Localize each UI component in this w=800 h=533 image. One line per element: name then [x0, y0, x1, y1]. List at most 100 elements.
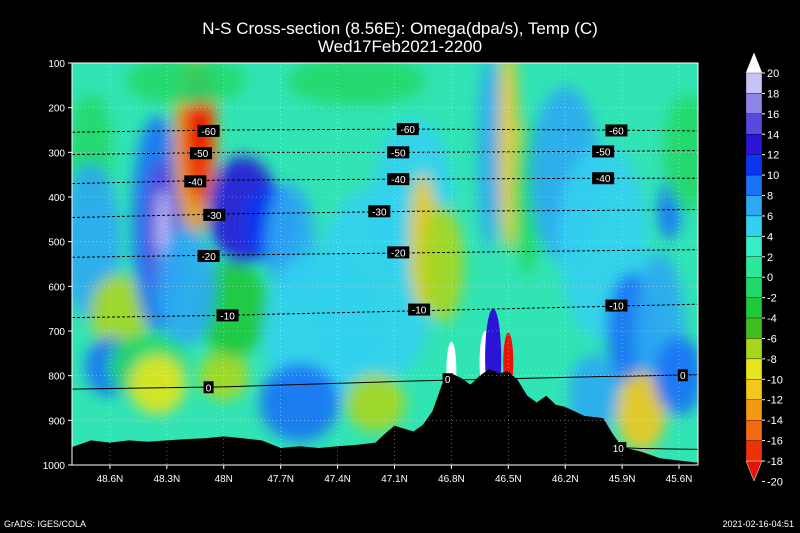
contour-label: -20	[201, 252, 216, 263]
x-tick-label: 45.9N	[609, 474, 636, 485]
contour-label: -40	[596, 174, 611, 185]
y-tick-label: 600	[48, 282, 65, 293]
x-tick-label: 48.6N	[97, 474, 124, 485]
colorbar-swatch	[745, 277, 763, 298]
colorbar-swatch	[745, 72, 763, 94]
plot-frame	[71, 62, 699, 466]
colorbar-swatch	[745, 317, 763, 339]
contour-label-bg	[592, 172, 615, 185]
colorbar-swatch	[745, 174, 763, 196]
colorbar-label: -6	[767, 333, 777, 345]
omega-blob	[568, 354, 619, 433]
contour-label-bg	[605, 299, 628, 312]
contour-label: -30	[207, 211, 222, 222]
omega-blob	[89, 273, 150, 353]
contour-label-bg	[203, 381, 214, 394]
colorbar-arrow-bottom	[745, 460, 763, 482]
colorbar-label: 18	[767, 88, 779, 100]
x-tick-label: 47.7N	[267, 474, 294, 485]
contour-label: -20	[391, 248, 406, 259]
colorbar-swatch	[745, 399, 763, 421]
footer-credit: GrADS: IGES/COLA	[4, 519, 87, 529]
colorbar-swatch	[745, 440, 763, 462]
omega-blob	[129, 355, 186, 415]
colorbar-label: -14	[767, 415, 783, 427]
colorbar-arrow-top	[745, 52, 763, 74]
colorbar-label: 16	[767, 109, 779, 121]
colorbar-label: -18	[767, 456, 783, 468]
contour-label-bg	[677, 369, 688, 382]
colorbar-swatch	[745, 256, 763, 278]
temp-contour-6	[72, 374, 698, 390]
contour-label: -40	[391, 175, 406, 186]
colorbar-swatch	[745, 215, 763, 237]
terrain-profile	[72, 368, 698, 465]
colorbar-swatch	[745, 236, 763, 257]
contour-label: -60	[201, 127, 216, 138]
contour-label: -10	[609, 302, 624, 313]
colorbar-label: 0	[767, 272, 773, 284]
x-tick-label: 48.3N	[154, 474, 181, 485]
colorbar-label: 2	[767, 252, 773, 264]
contour-label-bg	[592, 145, 615, 158]
contour-label-bg	[408, 303, 431, 316]
omega-blob	[286, 63, 427, 106]
contour-label-bg	[387, 173, 410, 186]
y-tick-label: 900	[48, 416, 65, 427]
contour-label: -10	[412, 306, 427, 317]
y-tick-label: 800	[48, 372, 65, 383]
colorbar-label: 4	[767, 231, 773, 243]
colorbar-label: 6	[767, 211, 773, 223]
footer-timestamp: 2021-02-16-04:51	[722, 519, 794, 529]
contour-label: 0	[680, 371, 686, 382]
colorbar-swatch	[745, 297, 763, 319]
colorbar-swatch	[745, 134, 763, 155]
omega-blob	[498, 63, 519, 252]
contour-label: -50	[596, 147, 611, 158]
colorbar-label: 14	[767, 129, 779, 141]
omega-blob	[419, 205, 464, 323]
colorbar-label: -8	[767, 354, 777, 366]
colorbar-label: 20	[767, 68, 779, 80]
contour-label: -30	[372, 207, 387, 218]
contour-label: -50	[194, 149, 209, 160]
contour-label: 10	[613, 444, 625, 455]
colorbar-label: -2	[767, 293, 777, 305]
omega-blob	[477, 63, 502, 251]
x-tick-label: 46.5N	[495, 474, 522, 485]
y-tick-label: 400	[48, 193, 65, 204]
colorbar-swatch	[745, 195, 763, 217]
x-tick-label: 48N	[215, 474, 233, 485]
contour-label: -40	[188, 177, 203, 188]
contour-label-bg	[442, 373, 453, 386]
y-tick-label: 1000	[43, 461, 66, 472]
contour-label-bg	[203, 208, 226, 221]
contour-label-bg	[189, 147, 212, 160]
y-tick-label: 200	[48, 104, 65, 115]
colorbar-label: -12	[767, 395, 783, 407]
colorbar-swatch	[745, 338, 763, 360]
colorbar-label: 10	[767, 170, 779, 182]
contour-label: 0	[206, 383, 212, 394]
x-tick-label: 47.4N	[324, 474, 351, 485]
colorbar-label: -20	[767, 476, 783, 488]
temp-contour-4	[72, 249, 698, 258]
colorbar-label: -16	[767, 436, 783, 448]
contour-label-bg	[216, 309, 239, 322]
contour-label-bg	[184, 175, 207, 188]
colorbar-label: -4	[767, 313, 777, 325]
contour-label-bg	[197, 249, 220, 262]
contour-label-bg	[605, 124, 628, 137]
x-tick-label: 46.8N	[438, 474, 465, 485]
colorbar-label: 8	[767, 191, 773, 203]
contour-label: -50	[391, 148, 406, 159]
colorbar-swatch	[745, 420, 763, 441]
contour-label: -60	[609, 126, 624, 137]
contour-label-bg	[396, 123, 419, 136]
y-tick-label: 700	[48, 327, 65, 338]
colorbar-label: -10	[767, 374, 783, 386]
y-tick-label: 100	[48, 59, 65, 70]
contour-label: -10	[220, 311, 235, 322]
colorbar-swatch	[745, 154, 763, 176]
